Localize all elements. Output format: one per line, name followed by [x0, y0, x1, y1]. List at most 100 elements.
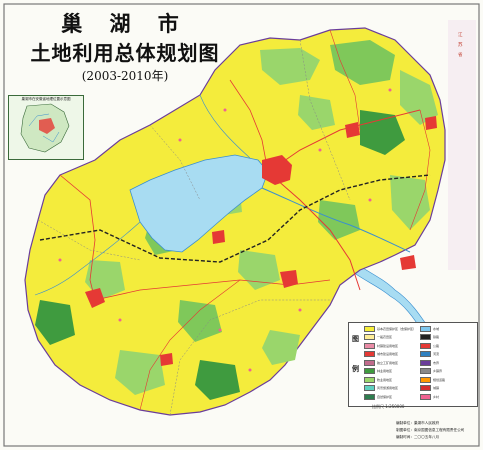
- legend-swatch: [420, 359, 431, 366]
- highway: [267, 171, 361, 291]
- forest-patch: [390, 175, 430, 230]
- highway: [329, 29, 361, 131]
- legend-label: 独立工矿用地区: [377, 360, 399, 365]
- village: [178, 138, 182, 142]
- village: [368, 198, 372, 202]
- legend-item: 公路: [420, 342, 439, 349]
- river: [261, 187, 411, 253]
- neighbor-province: [448, 20, 476, 270]
- forest-patch: [35, 300, 75, 345]
- legend-label: 铁路: [433, 335, 440, 339]
- forest-patch: [262, 330, 300, 365]
- village: [218, 328, 222, 332]
- map-title-years: (2003-2010年): [81, 69, 169, 83]
- legend-item: 林业用地区: [364, 368, 393, 374]
- forest-patch: [238, 250, 280, 290]
- chaohu-location: [39, 118, 55, 134]
- credit-cartographer: 制图单位：南京国图信息工程有限责任公司: [396, 428, 465, 432]
- scale-bar-label: 比例尺 1:250000: [372, 404, 405, 409]
- legend-item: 城镇: [420, 385, 440, 391]
- legend-label: 村镇建设用地区: [377, 343, 399, 348]
- legend-item: 铁路: [420, 334, 440, 340]
- legend-swatch: [364, 359, 375, 366]
- legend-item: 规划道路: [420, 376, 446, 383]
- inset-title: 巢湖市在安徽省地理位置示意图: [21, 97, 71, 101]
- township-boundary: [299, 39, 351, 201]
- legend-item: 城市建设用地区: [364, 351, 399, 357]
- legend-item: 河流: [420, 351, 440, 357]
- map-title-main: 土地利用总体规划图: [30, 41, 220, 65]
- legend-item: 一般农田区: [364, 334, 393, 340]
- highway: [139, 279, 241, 411]
- legend-item: 村镇建设用地区: [364, 342, 399, 349]
- chaohu-lake: [129, 154, 269, 253]
- inset-river: [28, 113, 60, 143]
- legend-swatch: [420, 393, 431, 400]
- legend-item: 牧业用地区: [364, 376, 392, 383]
- legend-label: 自然保护区: [377, 394, 393, 399]
- town-area: [212, 230, 225, 244]
- legend-swatch: [364, 342, 375, 349]
- legend-label: 水域: [433, 326, 440, 331]
- forest-patch: [330, 40, 395, 85]
- legend-swatch: [364, 376, 375, 383]
- legend-item: 风景旅游用地区: [364, 385, 399, 391]
- map-title-city: 巢 湖 市: [61, 11, 189, 36]
- legend-label: 基本农田保护区（含保护区）: [377, 326, 417, 331]
- river: [34, 221, 141, 296]
- legend-swatch: [364, 368, 375, 374]
- highway: [409, 109, 431, 231]
- town-area: [280, 270, 298, 288]
- village: [388, 88, 392, 92]
- legend-swatch: [420, 325, 431, 332]
- legend-swatch: [420, 334, 431, 340]
- town-area: [425, 116, 437, 130]
- village: [58, 258, 62, 262]
- highway: [229, 79, 269, 173]
- map-border: [3, 3, 480, 447]
- chaohu-city: [262, 155, 292, 185]
- legend-item: 独立工矿用地区: [364, 359, 399, 366]
- edge-label: 省: [458, 51, 463, 58]
- forest-patch: [178, 300, 222, 342]
- legend-label: 河流: [433, 352, 440, 356]
- legend-label: 城镇: [433, 386, 440, 390]
- town-area: [85, 288, 105, 308]
- forest-patch: [115, 350, 165, 395]
- legend-label: 风景旅游用地区: [377, 386, 399, 390]
- township-boundary: [169, 299, 330, 416]
- legend-label: 林业用地区: [377, 369, 393, 373]
- credits-block: 编制单位：巢湖市人民政府 制图单位：南京国图信息工程有限责任公司 编制时间：二〇…: [396, 420, 480, 441]
- legend-label: 规划道路: [433, 377, 446, 382]
- railway: [39, 174, 431, 263]
- forest-patch: [318, 200, 360, 240]
- town-area: [345, 122, 360, 138]
- village: [298, 308, 302, 312]
- credit-compiler: 编制单位：巢湖市人民政府: [396, 421, 440, 425]
- village: [248, 368, 252, 372]
- legend-item: 乡镇界: [420, 368, 442, 374]
- edge-label: 苏: [458, 41, 463, 48]
- forest-patch: [260, 48, 320, 85]
- inset-graphic: [20, 103, 70, 153]
- legend-label: 市界: [433, 360, 440, 365]
- legend-item: 自然保护区: [364, 393, 393, 400]
- legend-swatch: [364, 325, 375, 332]
- legend-item: 乡村: [420, 393, 439, 400]
- township-boundary: [149, 124, 201, 201]
- forest-patch: [195, 360, 240, 400]
- legend-swatch: [364, 351, 375, 357]
- legend-title-bottom: 例: [352, 365, 359, 373]
- highway: [267, 109, 421, 173]
- legend-label: 一般农田区: [377, 335, 393, 339]
- highway: [59, 174, 96, 301]
- location-inset-map: 巢湖市在安徽省地理位置示意图: [8, 95, 84, 160]
- county-territory: [24, 27, 446, 416]
- forest-patch: [360, 110, 405, 155]
- legend-label: 城市建设用地区: [377, 352, 399, 356]
- village: [223, 108, 227, 112]
- town-area: [160, 353, 173, 366]
- legend-swatch: [420, 376, 431, 383]
